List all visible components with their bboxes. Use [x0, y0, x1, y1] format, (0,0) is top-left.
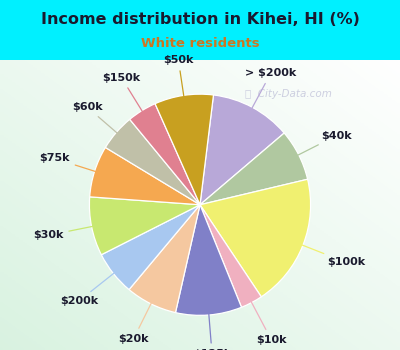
Text: $30k: $30k [33, 226, 96, 240]
Text: ⓘ  City-Data.com: ⓘ City-Data.com [244, 89, 332, 99]
Text: $40k: $40k [294, 131, 352, 157]
Wedge shape [200, 133, 308, 205]
Text: $10k: $10k [249, 298, 286, 345]
Text: $125k: $125k [193, 310, 231, 350]
Text: $75k: $75k [39, 154, 99, 173]
Wedge shape [200, 95, 284, 205]
Wedge shape [101, 205, 200, 289]
Wedge shape [176, 205, 242, 315]
Wedge shape [200, 205, 261, 307]
Text: White residents: White residents [141, 37, 259, 50]
Text: $100k: $100k [298, 244, 365, 267]
Wedge shape [105, 119, 200, 205]
Text: $150k: $150k [102, 73, 144, 115]
Text: > $200k: > $200k [245, 68, 296, 112]
Text: $20k: $20k [118, 299, 153, 344]
Wedge shape [155, 94, 214, 205]
Wedge shape [90, 197, 200, 255]
Text: Income distribution in Kihei, HI (%): Income distribution in Kihei, HI (%) [40, 12, 360, 27]
Wedge shape [129, 205, 200, 313]
Text: $50k: $50k [163, 55, 194, 100]
Text: $200k: $200k [60, 271, 117, 306]
Wedge shape [200, 179, 310, 297]
Text: $60k: $60k [72, 102, 120, 136]
Wedge shape [90, 147, 200, 205]
Wedge shape [130, 104, 200, 205]
